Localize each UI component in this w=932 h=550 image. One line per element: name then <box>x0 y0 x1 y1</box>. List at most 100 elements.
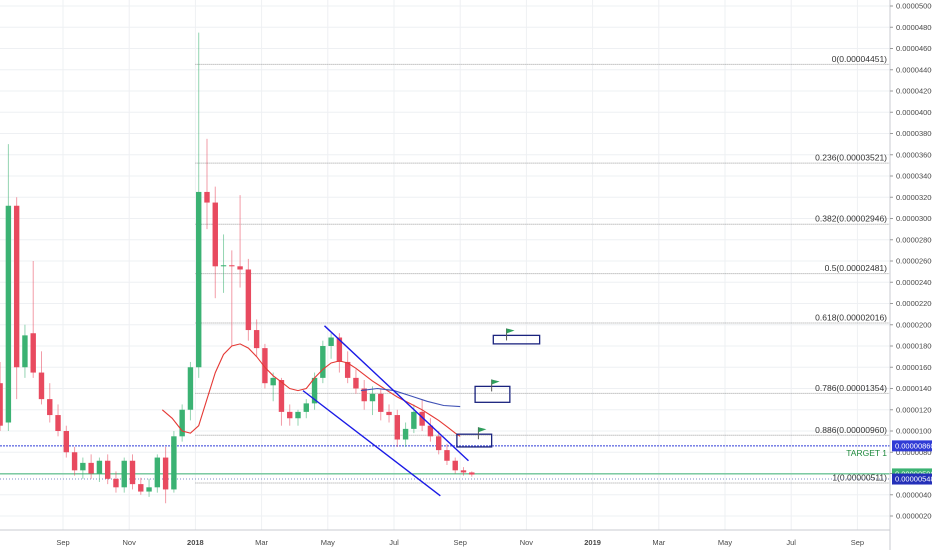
candle-body <box>411 411 417 429</box>
candle-body <box>336 337 343 362</box>
candle-body <box>96 460 103 474</box>
candle-body <box>204 191 210 203</box>
y-tick-label: 0.00004400 <box>896 65 932 74</box>
y-tick-label: 0.00000800 <box>896 448 932 457</box>
candle-down <box>71 446 78 476</box>
flag-icon <box>478 427 487 433</box>
candle-down <box>0 361 3 431</box>
y-tick-label: 0.00002600 <box>896 257 932 266</box>
y-tick-label: 0.00000200 <box>896 512 932 521</box>
candle-body <box>402 428 409 440</box>
candle-body <box>88 462 94 474</box>
candle-up <box>369 386 376 416</box>
candle-body <box>295 411 301 419</box>
candle-down <box>386 404 392 423</box>
candle-up <box>187 361 194 421</box>
candle-down <box>245 258 252 341</box>
candle-down <box>344 351 351 384</box>
candle-body <box>138 484 144 492</box>
candles <box>0 32 475 504</box>
x-tick-label: May <box>718 538 732 547</box>
candle-body <box>30 333 36 373</box>
price-tag-target-bg <box>892 440 932 452</box>
candle-body <box>187 367 194 410</box>
target-box-rect <box>492 334 541 345</box>
candle-down <box>88 454 94 479</box>
candle-down <box>113 471 119 493</box>
candle-up <box>5 144 12 431</box>
y-tick-label: 0.00003800 <box>896 129 932 138</box>
candle-body <box>303 403 309 412</box>
candle-body <box>154 457 161 488</box>
candle-down <box>469 471 475 477</box>
drawings <box>302 325 541 497</box>
candle-body <box>344 361 351 378</box>
candle-body <box>179 409 185 437</box>
y-tick-label: 0.00003600 <box>896 150 932 159</box>
fib-level-label: 0.786(0.00001354) <box>815 383 887 393</box>
candle-down <box>353 369 359 394</box>
candle-body <box>253 330 260 349</box>
candle-down <box>162 446 169 504</box>
candle-body <box>129 460 136 485</box>
candle-down <box>104 454 111 485</box>
candle-down <box>129 454 136 490</box>
candle-up <box>303 399 309 419</box>
x-tick-label: 2019 <box>584 538 601 547</box>
candle-body <box>386 411 392 416</box>
candle-body <box>311 377 318 404</box>
candle-down <box>47 383 53 423</box>
candle-body <box>245 269 252 331</box>
candle-down <box>427 418 434 442</box>
candle-down <box>38 351 45 405</box>
x-tick-label: Mar <box>255 538 268 547</box>
candle-up <box>80 457 86 479</box>
candle-body <box>162 457 169 490</box>
y-tick-label: 0.00001800 <box>896 342 932 351</box>
fib-level-label: 0.5(0.00002481) <box>825 263 888 273</box>
candle-up <box>220 234 227 293</box>
candle-body <box>0 383 3 426</box>
candle-up <box>146 478 152 497</box>
x-tick-label: Nov <box>520 538 534 547</box>
candle-up <box>121 457 127 493</box>
candle-body <box>71 452 78 471</box>
x-tick-label: Mar <box>652 538 665 547</box>
candle-body <box>262 348 268 384</box>
candle-body <box>378 393 384 412</box>
y-tick-label: 0.00004200 <box>896 87 932 96</box>
candle-down <box>63 425 70 458</box>
candle-down <box>212 186 218 299</box>
price-tag-target-text: 0.00000860 <box>895 441 932 450</box>
y-tick-label: 0.00002400 <box>896 278 932 287</box>
ema-line <box>161 343 461 437</box>
y-tick-label: 0.00003200 <box>896 193 932 202</box>
candle-down <box>204 138 210 230</box>
candle-body <box>419 411 425 426</box>
candle-up <box>22 324 28 378</box>
fib-level-label: 0(0.00004451) <box>832 54 887 64</box>
y-tick-label: 0.00004000 <box>896 108 932 117</box>
candle-down <box>287 404 293 426</box>
y-tick-label: 0.00001000 <box>896 427 932 436</box>
candle-down <box>262 343 268 389</box>
candle-body <box>63 431 70 453</box>
price-tag-target: 0.00000860 <box>892 440 932 452</box>
candle-up <box>179 404 185 442</box>
candle-down <box>55 404 61 437</box>
y-tick-label: 0.00000400 <box>896 490 932 499</box>
candle-body <box>270 377 276 386</box>
candle-up <box>196 32 202 378</box>
channel-lower-line <box>302 390 441 497</box>
candle-down <box>419 399 425 431</box>
candle-down <box>460 467 467 476</box>
candle-body <box>22 335 28 368</box>
y-tick-label: 0.00004600 <box>896 44 932 53</box>
candle-up <box>171 431 177 493</box>
candle-body <box>278 380 285 412</box>
candle-body <box>427 425 434 437</box>
y-tick-label: 0.00001200 <box>896 405 932 414</box>
candle-down <box>361 380 367 410</box>
x-tick-label: 2018 <box>187 538 204 547</box>
